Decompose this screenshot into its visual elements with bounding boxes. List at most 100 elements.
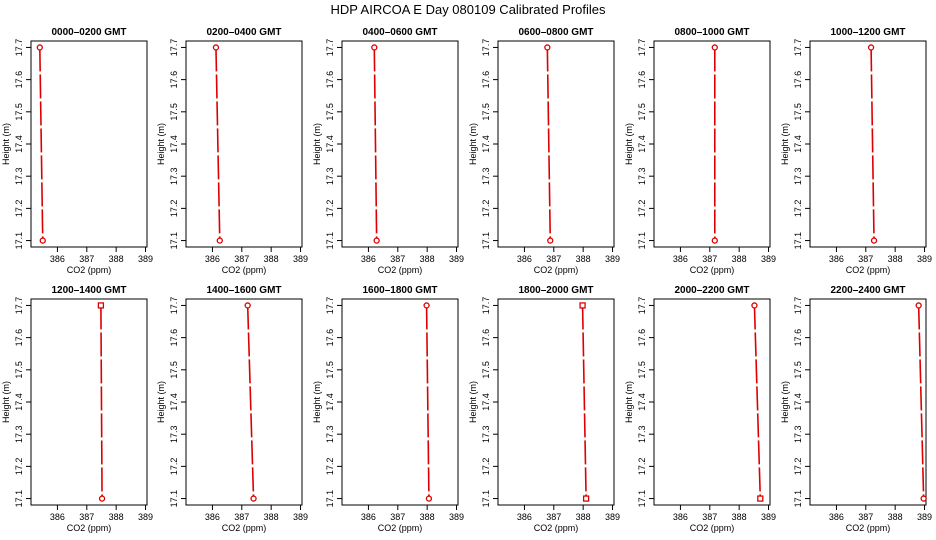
figure-title: HDP AIRCOA E Day 080109 Calibrated Profi… — [330, 2, 606, 17]
y-tick-label: 17.7 — [169, 297, 179, 315]
y-tick-label: 17.7 — [481, 39, 491, 57]
y-tick-label: 17.2 — [169, 200, 179, 218]
profile-line — [100, 305, 103, 499]
x-axis-label: CO2 (ppm) — [846, 523, 891, 533]
y-tick-label: 17.7 — [481, 297, 491, 315]
y-axis-label: Height (m) — [468, 123, 478, 165]
x-axis-label: CO2 (ppm) — [222, 523, 267, 533]
y-tick-label: 17.4 — [793, 393, 803, 411]
y-tick-label: 17.3 — [481, 425, 491, 443]
y-tick-label: 17.4 — [169, 393, 179, 411]
x-tick-label: 387 — [858, 512, 873, 522]
x-tick-label: 386 — [361, 254, 376, 264]
y-tick-label: 17.3 — [793, 425, 803, 443]
x-tick-label: 386 — [205, 512, 220, 522]
y-tick-label: 17.3 — [169, 167, 179, 185]
x-tick-label: 386 — [829, 512, 844, 522]
y-tick-label: 17.6 — [637, 71, 647, 89]
data-point-circle — [98, 495, 106, 502]
y-tick-label: 17.1 — [793, 490, 803, 508]
x-axis-label: CO2 (ppm) — [67, 523, 112, 533]
data-point-circle — [920, 495, 927, 502]
y-tick-label: 17.4 — [325, 393, 335, 411]
panel-title: 1800–2000 GMT — [518, 285, 593, 296]
y-tick-label: 17.6 — [14, 71, 24, 89]
y-axis-label: Height (m) — [312, 381, 322, 423]
x-tick-label: 389 — [605, 254, 620, 264]
x-tick-label: 389 — [761, 512, 776, 522]
y-tick-label: 17.4 — [325, 135, 335, 153]
x-tick-label: 388 — [888, 512, 903, 522]
y-tick-label: 17.3 — [169, 425, 179, 443]
plot-frame — [341, 298, 459, 506]
profile-panel-9: 1600–1800 GMT 386 387 388 389 CO2 (ppm) 17.1 17… — [312, 285, 464, 533]
plot-frame — [497, 40, 615, 248]
x-axis-label: CO2 (ppm) — [534, 265, 579, 275]
profile-panel-11: 2000–2200 GMT 386 387 388 389 CO2 (ppm) 17.1 17… — [624, 285, 776, 533]
y-tick-label: 17.1 — [481, 490, 491, 508]
data-point-circle — [867, 44, 875, 51]
panel-title: 1000–1200 GMT — [830, 27, 905, 38]
y-tick-label: 17.2 — [637, 458, 647, 476]
x-tick-label: 389 — [761, 254, 776, 264]
data-point-circle — [547, 237, 554, 244]
x-tick-label: 388 — [576, 512, 591, 522]
data-point-circle — [373, 237, 380, 244]
panel-title: 1400–1600 GMT — [206, 285, 281, 296]
profile-line — [870, 47, 875, 241]
x-tick-label: 387 — [390, 254, 405, 264]
y-tick-label: 17.4 — [637, 393, 647, 411]
data-point-circle — [870, 237, 878, 244]
data-point-square — [97, 302, 105, 309]
y-tick-label: 17.7 — [14, 297, 24, 315]
x-tick-label: 389 — [917, 512, 932, 522]
y-tick-label: 17.7 — [325, 39, 335, 57]
x-tick-label: 387 — [702, 254, 717, 264]
y-tick-label: 17.7 — [14, 39, 24, 57]
plot-frame — [30, 298, 148, 506]
x-tick-label: 388 — [109, 512, 124, 522]
x-tick-label: 387 — [546, 254, 561, 264]
profile-panel-2: 0200–0400 GMT 386 387 388 389 CO2 (ppm) 17.1 17… — [156, 27, 308, 275]
y-tick-label: 17.1 — [169, 490, 179, 508]
data-point-circle — [915, 302, 922, 309]
x-tick-label: 387 — [858, 254, 873, 264]
y-tick-label: 17.1 — [169, 232, 179, 250]
profile-line — [215, 47, 221, 241]
profile-line — [425, 305, 430, 499]
x-tick-label: 386 — [517, 254, 532, 264]
x-tick-label: 386 — [205, 254, 220, 264]
x-axis-label: CO2 (ppm) — [690, 265, 735, 275]
data-point-circle — [212, 44, 220, 51]
x-tick-label: 386 — [673, 512, 688, 522]
profile-panel-5: 0800–1000 GMT 386 387 388 389 CO2 (ppm) 17.1 17… — [624, 27, 776, 275]
y-tick-label: 17.6 — [637, 329, 647, 347]
profile-panel-6: 1000–1200 GMT 386 387 388 389 CO2 (ppm) 17.1 17… — [780, 27, 932, 275]
x-tick-label: 388 — [264, 254, 279, 264]
x-axis-label: CO2 (ppm) — [534, 523, 579, 533]
y-tick-label: 17.3 — [481, 167, 491, 185]
y-axis-label: Height (m) — [624, 381, 634, 423]
plot-frame — [341, 40, 459, 248]
y-tick-label: 17.4 — [169, 135, 179, 153]
y-tick-label: 17.1 — [793, 232, 803, 250]
y-tick-label: 17.6 — [325, 71, 335, 89]
panel-title: 1200–1400 GMT — [51, 285, 126, 296]
data-point-square — [757, 495, 764, 502]
y-axis-label: Height (m) — [780, 123, 790, 165]
data-point-circle — [216, 237, 223, 244]
y-axis-label: Height (m) — [624, 123, 634, 165]
panel-title: 0200–0400 GMT — [206, 27, 281, 38]
profile-line — [373, 47, 378, 241]
data-point-circle — [544, 44, 551, 51]
x-axis-label: CO2 (ppm) — [378, 523, 423, 533]
y-axis-label: Height (m) — [780, 381, 790, 423]
data-point-circle — [423, 302, 430, 309]
x-axis-label: CO2 (ppm) — [378, 265, 423, 275]
y-tick-label: 17.6 — [481, 71, 491, 89]
plot-frame — [185, 40, 303, 248]
y-tick-label: 17.6 — [793, 71, 803, 89]
data-point-square — [579, 302, 586, 309]
data-point-circle — [244, 302, 251, 309]
